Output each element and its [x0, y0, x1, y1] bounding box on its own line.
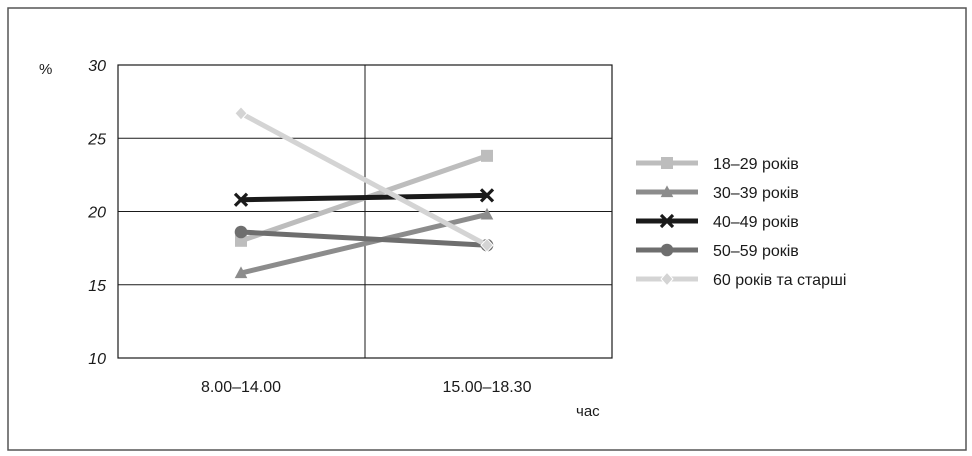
series-line: [238, 229, 490, 248]
series-line: [238, 192, 490, 203]
chart-frame: [7, 7, 967, 451]
data-point: [233, 192, 249, 207]
legend-marker: [659, 213, 675, 229]
series-4: [234, 106, 494, 253]
data-point: [480, 207, 494, 220]
data-point: [234, 225, 248, 239]
legend-label: 40–49 років: [713, 214, 799, 231]
plot-area: [117, 64, 613, 359]
data-point: [235, 234, 247, 247]
legend-label: 30–39 років: [713, 185, 799, 202]
x-axis-ticks: 8.00–14.00 15.00–18.30: [201, 379, 532, 396]
legend-label: 60 років та старші: [713, 272, 846, 289]
y-tick-label: 25: [87, 131, 106, 148]
legend-marker: [660, 271, 674, 287]
legend: 18–29 років 30–39 років 40–49 років 50–59 р…: [636, 156, 846, 289]
data-point: [479, 188, 495, 203]
legend-label: 50–59 років: [713, 243, 799, 260]
series-2: [233, 188, 495, 207]
series-line: [238, 110, 490, 248]
legend-item: 18–29 років: [636, 156, 799, 173]
x-tick-label: 15.00–18.30: [443, 379, 532, 396]
legend-marker: [661, 157, 673, 169]
legend-marker: [660, 243, 674, 257]
legend-item: 50–59 років: [636, 243, 799, 260]
data-point: [234, 266, 248, 279]
legend-marker: [660, 185, 674, 198]
legend-label: 18–29 років: [713, 156, 799, 173]
data-point: [480, 237, 494, 253]
data-point: [234, 106, 248, 121]
series: [233, 106, 495, 279]
x-tick-label: 8.00–14.00: [201, 379, 281, 396]
y-axis-label: %: [39, 61, 52, 78]
y-tick-label: 15: [88, 278, 106, 295]
legend-item: 60 років та старші: [636, 271, 846, 289]
y-tick-label: 30: [88, 58, 106, 75]
legend-item: 40–49 років: [636, 213, 799, 231]
y-tick-label: 10: [88, 351, 106, 368]
y-tick-label: 20: [87, 205, 106, 222]
x-axis-label: час: [576, 403, 600, 420]
data-point: [481, 149, 493, 162]
legend-item: 30–39 років: [636, 185, 799, 202]
y-axis-ticks: 10 15 20 25 30: [87, 58, 106, 368]
